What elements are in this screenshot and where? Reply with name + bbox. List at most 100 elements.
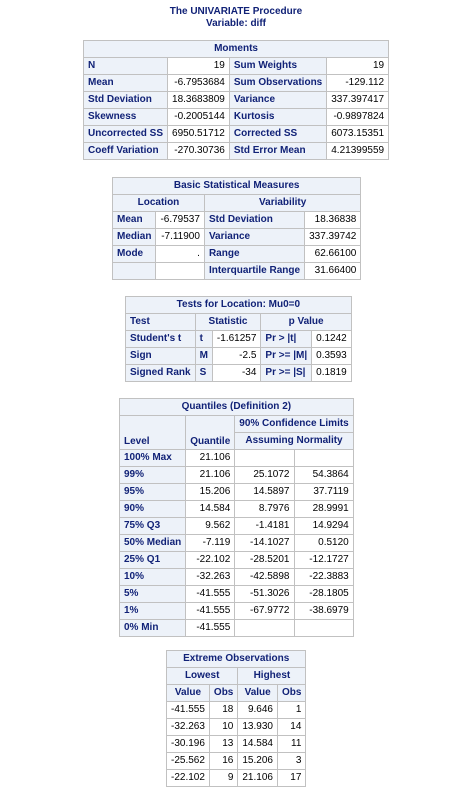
extreme-cell: 1 <box>276 701 307 719</box>
quantiles-cell: 14.9294 <box>293 517 354 535</box>
extreme-title: Extreme Observations <box>165 650 307 668</box>
quantiles-cell: 9.562 <box>185 517 236 535</box>
quantiles-cell: -41.555 <box>185 619 236 637</box>
quantiles-cell: 8.7976 <box>234 500 295 518</box>
basic-stats-row: Mode. Range 62.66100 <box>111 245 362 263</box>
quantiles-cell: -38.6979 <box>293 602 354 620</box>
quantiles-cell: 50% Median <box>118 534 187 552</box>
quantiles-cell: 0.5120 <box>293 534 354 552</box>
moments-cell: -0.2005144 <box>167 108 230 126</box>
extreme-cell: -41.555 <box>166 701 210 719</box>
quantiles-cell <box>234 619 295 637</box>
basic-stats-cell: Variance <box>203 228 306 246</box>
quantiles-cell: -28.5201 <box>234 551 295 569</box>
moments-cell: Sum Weights <box>228 57 328 75</box>
basic-stats-cell: 62.66100 <box>304 245 362 263</box>
procedure-title: The UNIVARIATE Procedure <box>169 6 303 17</box>
tests-cell: Student's t <box>125 330 196 348</box>
quantiles-row: 1% -41.555 -67.9772 -38.6979 <box>118 602 354 620</box>
tests-row: Signed Rank S -34 Pr >= |S| 0.1819 <box>125 364 352 382</box>
tests-row: Sign M -2.5 Pr >= |M| 0.3593 <box>125 347 352 365</box>
quantiles-cell: 10% <box>118 568 187 586</box>
quantiles-cell <box>234 449 295 467</box>
quantiles-row: 90% 14.584 8.7976 28.9991 <box>118 500 354 518</box>
quantiles-cell: 14.5897 <box>234 483 295 501</box>
quantiles-cell: -14.1027 <box>234 534 295 552</box>
quantiles-cell: 100% Max <box>118 449 187 467</box>
quantiles-cell: 1% <box>118 602 187 620</box>
moments-row: Uncorrected SS 6950.51712 Corrected SS 6073… <box>82 125 390 143</box>
quantiles-cell: 0% Min <box>118 619 187 637</box>
moments-cell: 18.3683809 <box>167 91 230 109</box>
quantiles-cell: 5% <box>118 585 187 603</box>
extreme-cell: 15.206 <box>237 752 278 770</box>
quantiles-cell <box>293 619 354 637</box>
tests-cell: Signed Rank <box>125 364 196 382</box>
basic-stats-cell: 337.39742 <box>304 228 362 246</box>
extreme-cell: 14.584 <box>237 735 278 753</box>
quantiles-cell: -67.9772 <box>234 602 295 620</box>
quantiles-row: 75% Q3 9.562 -1.4181 14.9294 <box>118 517 354 535</box>
extreme-cell: -25.562 <box>166 752 210 770</box>
quantiles-cell: -12.1727 <box>293 551 354 569</box>
basic-stats-cell: 18.36838 <box>304 211 362 229</box>
quantiles-cell: 28.9991 <box>293 500 354 518</box>
quantiles-row: 50% Median -7.119 -14.1027 0.5120 <box>118 534 354 552</box>
quantiles-cell: -22.102 <box>185 551 236 569</box>
tests-body: Student's t t -1.61257 Pr > |t| 0.1242 Sign M -… <box>125 330 352 382</box>
extreme-cell: 14 <box>276 718 307 736</box>
quantiles-row: 25% Q1 -22.102 -28.5201 -12.1727 <box>118 551 354 569</box>
quantiles-cell: 95% <box>118 483 187 501</box>
extreme-body: -41.555 18 9.646 1 -32.263 10 13.930 14 -30.196 1… <box>166 701 307 787</box>
extreme-header-low-value: Value <box>166 684 210 702</box>
quantiles-header-quantile: Quantile <box>185 415 236 450</box>
quantiles-cell: 25.1072 <box>234 466 295 484</box>
moments-cell: Corrected SS <box>228 125 328 143</box>
quantiles-cell: 15.206 <box>185 483 236 501</box>
tests-cell: -1.61257 <box>211 330 262 348</box>
moments-cell: Uncorrected SS <box>82 125 169 143</box>
quantiles-cell: -28.1805 <box>293 585 354 603</box>
extreme-row: -30.196 13 14.584 11 <box>166 735 307 753</box>
moments-cell: 6073.15351 <box>326 125 390 143</box>
quantiles-row: 100% Max 21.106 <box>118 449 354 467</box>
tests-cell: 0.1242 <box>311 330 352 348</box>
quantiles-cell: 14.584 <box>185 500 236 518</box>
quantiles-cell: -51.3026 <box>234 585 295 603</box>
moments-title: Moments <box>82 40 390 58</box>
tests-cell: Pr >= |S| <box>260 364 313 382</box>
tests-cell: Pr >= |M| <box>260 347 313 365</box>
tests-cell: 0.1819 <box>311 364 352 382</box>
moments-cell: Mean <box>82 74 169 92</box>
extreme-cell: 18 <box>208 701 239 719</box>
tests-cell: Pr > |t| <box>260 330 313 348</box>
extreme-cell: -22.102 <box>166 769 210 787</box>
extreme-header-high-value: Value <box>237 684 278 702</box>
extreme-header-highest: Highest <box>237 667 307 685</box>
quantiles-cell: 21.106 <box>185 449 236 467</box>
basic-stats-cell: 31.66400 <box>304 262 362 280</box>
extreme-header-low-obs: Obs <box>208 684 239 702</box>
extreme-cell: -30.196 <box>166 735 210 753</box>
tests-header-test: Test <box>125 313 196 331</box>
moments-cell: Sum Observations <box>228 74 328 92</box>
extreme-row: -32.263 10 13.930 14 <box>166 718 307 736</box>
quantiles-cell: -41.555 <box>185 602 236 620</box>
basic-stats-row: Median -7.11900 Variance 337.39742 <box>111 228 362 246</box>
tests-row: Student's t t -1.61257 Pr > |t| 0.1242 <box>125 330 352 348</box>
basic-stats-row: Interquartile Range 31.66400 <box>111 262 362 280</box>
basic-stats-cell: Median <box>111 228 157 246</box>
basic-stats-row: Mean -6.79537 Std Deviation 18.36838 <box>111 211 362 229</box>
moments-cell: -270.30736 <box>167 142 230 160</box>
quantiles-row: 5% -41.555 -51.3026 -28.1805 <box>118 585 354 603</box>
quantiles-row: 95% 15.206 14.5897 37.7119 <box>118 483 354 501</box>
extreme-cell: 9.646 <box>237 701 278 719</box>
location-header: Location <box>112 194 205 212</box>
basic-stats-cell: -7.11900 <box>155 228 205 246</box>
moments-cell: Variance <box>228 91 328 109</box>
moments-cell: Std Error Mean <box>228 142 328 160</box>
moments-row: N 19 Sum Weights 19 <box>82 57 390 75</box>
quantiles-cell: 90% <box>118 500 187 518</box>
basic-stats-cell: Mode <box>111 245 157 263</box>
basic-stats-cell: Range <box>203 245 306 263</box>
